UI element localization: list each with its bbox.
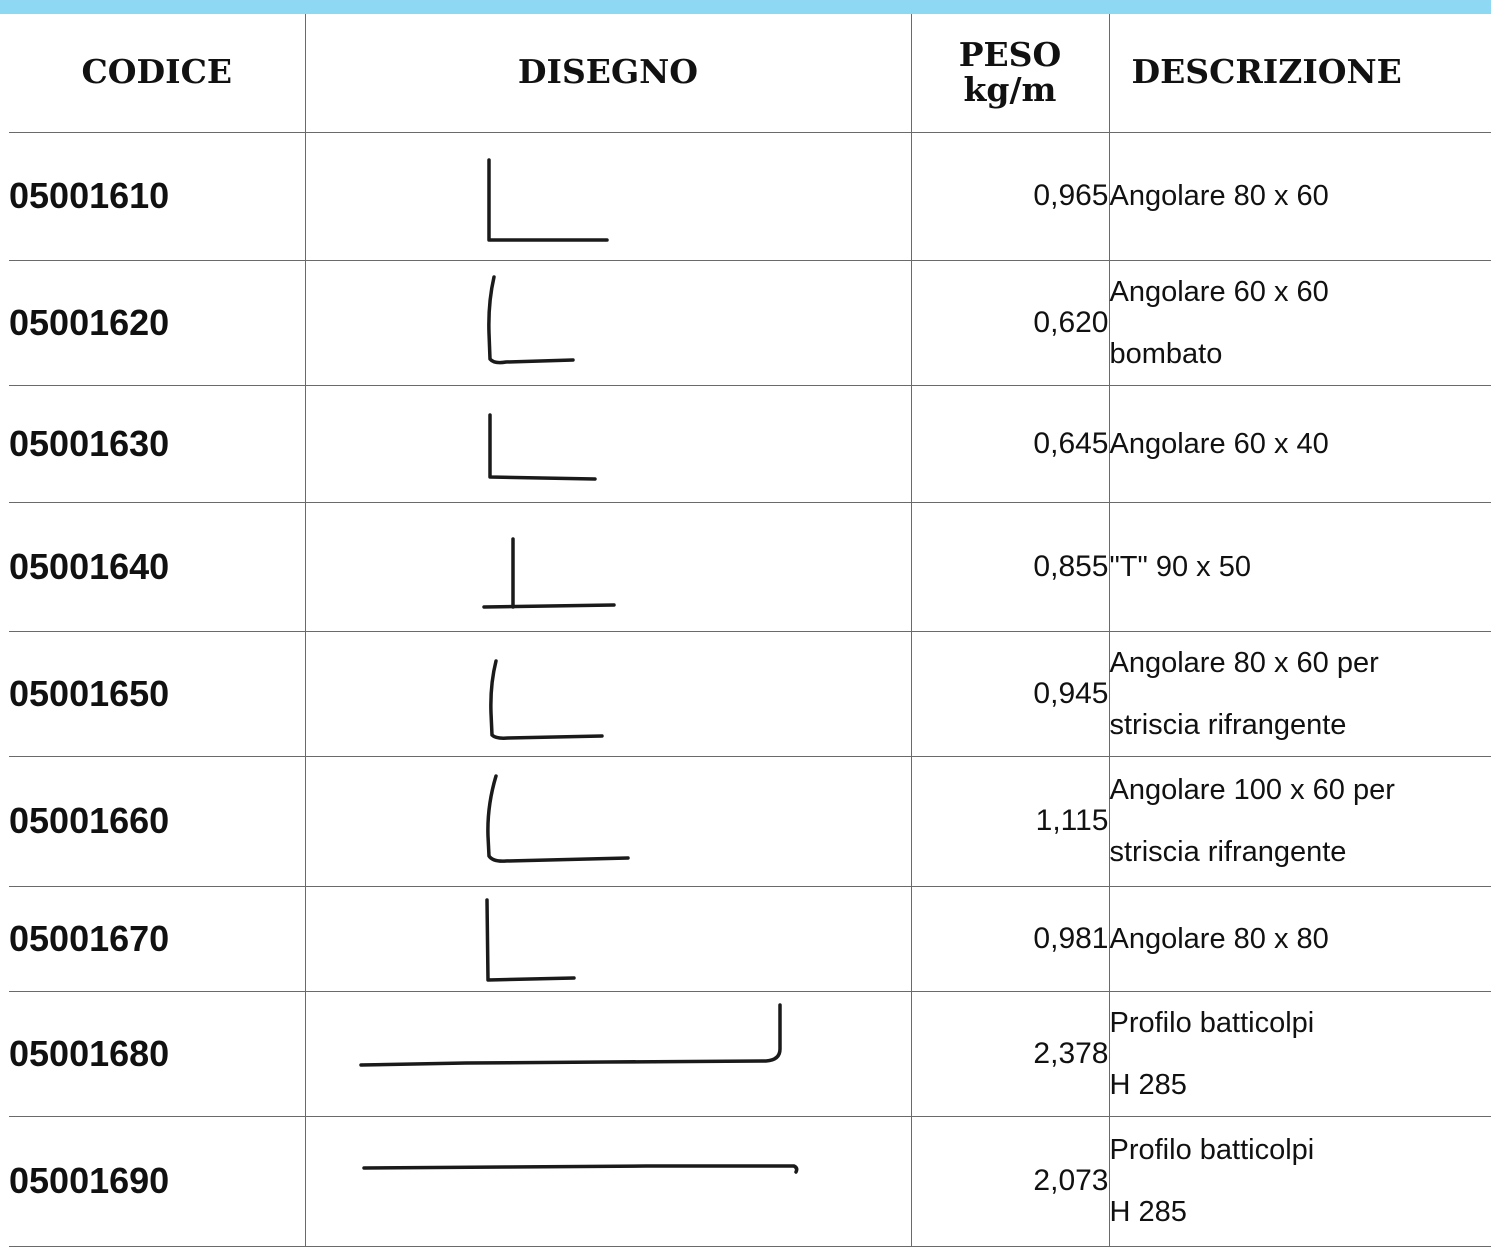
profile-catalog-table: CODICE DISEGNO PESO kg/m DESCRIZIONE 050… xyxy=(9,14,1491,1247)
l-shape-icon xyxy=(306,134,910,258)
row-weight: 0,945 xyxy=(911,631,1109,756)
row-description: Angolare 60 x 40 xyxy=(1109,385,1491,502)
header-disegno: DISEGNO xyxy=(305,14,911,132)
row-code: 05001690 xyxy=(9,1116,305,1246)
row-description: Angolare 80 x 60 per striscia rifrangent… xyxy=(1109,631,1491,756)
row-description-line2: H 285 xyxy=(1110,1054,1491,1116)
row-weight: 0,965 xyxy=(911,132,1109,260)
row-description-line2: bombato xyxy=(1110,323,1491,385)
row-description-line1: Angolare 60 x 40 xyxy=(1110,413,1491,475)
t-shape-icon xyxy=(306,504,910,630)
row-drawing xyxy=(305,502,911,631)
top-color-bar xyxy=(0,0,1491,14)
header-descrizione: DESCRIZIONE xyxy=(1109,14,1491,132)
header-peso-line1: PESO xyxy=(959,35,1062,74)
row-drawing xyxy=(305,385,911,502)
row-weight: 0,981 xyxy=(911,886,1109,991)
row-code: 05001680 xyxy=(9,991,305,1116)
row-description: Angolare 80 x 60 xyxy=(1109,132,1491,260)
header-row: CODICE DISEGNO PESO kg/m DESCRIZIONE xyxy=(9,14,1491,132)
row-description-line1: "T" 90 x 50 xyxy=(1110,536,1491,598)
table-row: 05001680 2,378 Profilo batticolpi H 285 xyxy=(9,991,1491,1116)
row-description-line1: Angolare 60 x 60 xyxy=(1110,261,1491,323)
l-shape-curved-icon xyxy=(306,635,910,753)
row-code: 05001660 xyxy=(9,756,305,886)
row-weight: 1,115 xyxy=(911,756,1109,886)
table-row: 05001640 0,855 "T" 90 x 50 xyxy=(9,502,1491,631)
row-drawing xyxy=(305,886,911,991)
row-code: 05001650 xyxy=(9,631,305,756)
row-code: 05001620 xyxy=(9,260,305,385)
table-row: 05001630 0,645 Angolare 60 x 40 xyxy=(9,385,1491,502)
row-weight: 0,645 xyxy=(911,385,1109,502)
row-description-line1: Angolare 80 x 60 per xyxy=(1110,632,1491,694)
row-code: 05001640 xyxy=(9,502,305,631)
row-drawing xyxy=(305,132,911,260)
row-drawing xyxy=(305,991,911,1116)
row-drawing xyxy=(305,756,911,886)
row-description: Profilo batticolpi H 285 xyxy=(1109,1116,1491,1246)
row-description: "T" 90 x 50 xyxy=(1109,502,1491,631)
header-peso-line2: kg/m xyxy=(964,70,1057,109)
l-shape-curved-icon xyxy=(306,263,910,383)
row-weight: 0,855 xyxy=(911,502,1109,631)
l-shape-icon xyxy=(306,387,910,501)
row-description-line2: H 285 xyxy=(1110,1181,1491,1243)
row-drawing xyxy=(305,1116,911,1246)
table-row: 05001660 1,115 Angolare 100 x 60 per str… xyxy=(9,756,1491,886)
profile-with-lip-icon xyxy=(306,993,910,1115)
row-weight: 2,073 xyxy=(911,1116,1109,1246)
row-description-line1: Angolare 80 x 80 xyxy=(1110,908,1491,970)
row-description-line1: Angolare 100 x 60 per xyxy=(1110,759,1491,821)
row-description-line1: Angolare 80 x 60 xyxy=(1110,165,1491,227)
table-row: 05001650 0,945 Angolare 80 x 60 per stri… xyxy=(9,631,1491,756)
table-row: 05001610 0,965 Angolare 80 x 60 xyxy=(9,132,1491,260)
row-description: Angolare 100 x 60 per striscia rifrangen… xyxy=(1109,756,1491,886)
row-drawing xyxy=(305,631,911,756)
flat-profile-icon xyxy=(306,1118,910,1244)
header-codice: CODICE xyxy=(9,14,305,132)
header-peso: PESO kg/m xyxy=(911,14,1109,132)
row-drawing xyxy=(305,260,911,385)
table-row: 05001670 0,981 Angolare 80 x 80 xyxy=(9,886,1491,991)
table-row: 05001690 2,073 Profilo batticolpi H 285 xyxy=(9,1116,1491,1246)
row-code: 05001610 xyxy=(9,132,305,260)
row-weight: 2,378 xyxy=(911,991,1109,1116)
row-description: Angolare 80 x 80 xyxy=(1109,886,1491,991)
row-description-line2: striscia rifrangente xyxy=(1110,694,1491,756)
row-code: 05001670 xyxy=(9,886,305,991)
l-shape-curved-icon xyxy=(306,758,910,884)
table-row: 05001620 0,620 Angolare 60 x 60 bombato xyxy=(9,260,1491,385)
row-description: Profilo batticolpi H 285 xyxy=(1109,991,1491,1116)
row-description-line1: Profilo batticolpi xyxy=(1110,992,1491,1054)
row-description-line1: Profilo batticolpi xyxy=(1110,1119,1491,1181)
row-description-line2: striscia rifrangente xyxy=(1110,821,1491,883)
l-shape-icon xyxy=(306,888,910,990)
row-description: Angolare 60 x 60 bombato xyxy=(1109,260,1491,385)
row-weight: 0,620 xyxy=(911,260,1109,385)
row-code: 05001630 xyxy=(9,385,305,502)
